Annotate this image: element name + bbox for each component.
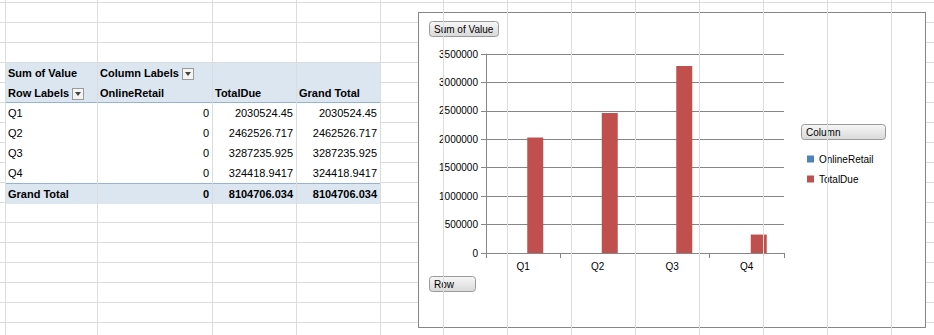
html-text:Grand Total: Grand Total [8, 188, 69, 200]
svg-text:Column: Column [806, 127, 840, 138]
html-text:3287235.925: 3287235.925 [228, 147, 293, 159]
html-text:3287235.925: 3287235.925 [312, 147, 377, 159]
svg-text:Q3: Q3 [666, 261, 680, 272]
html-text:324418.9417: 324418.9417 [228, 167, 293, 179]
html-text:2030524.45: 2030524.45 [234, 107, 293, 119]
html-text:Row Labels: Row Labels [8, 87, 70, 99]
html-text:2462526.717: 2462526.717 [228, 127, 293, 139]
html-text:TotalDue: TotalDue [215, 87, 262, 99]
html-text:324418.9417: 324418.9417 [312, 167, 377, 179]
svg-text:500000: 500000 [445, 219, 479, 230]
html-text:OnlineRetail: OnlineRetail [100, 87, 165, 99]
svg-text:Q1: Q1 [517, 261, 531, 272]
html-text:Q1: Q1 [8, 107, 23, 119]
svg-text:3000000: 3000000 [439, 77, 478, 88]
html-text:0: 0 [202, 167, 209, 179]
html-text:0: 0 [202, 127, 209, 139]
svg-text:TotalDue: TotalDue [819, 174, 859, 185]
svg-text:1500000: 1500000 [439, 162, 478, 173]
html-text:2462526.717: 2462526.717 [312, 127, 377, 139]
svg-text:Sum of Value: Sum of Value [434, 23, 494, 35]
html-text:Q4: Q4 [8, 167, 23, 179]
svg-text:3500000: 3500000 [439, 49, 478, 60]
html-text:Column Labels: Column Labels [100, 67, 179, 79]
svg-text:Q2: Q2 [591, 261, 605, 272]
svg-text:1000000: 1000000 [439, 191, 478, 202]
html-text:0: 0 [202, 188, 209, 200]
html-text:Q2: Q2 [8, 127, 23, 139]
html-text:8104706.034: 8104706.034 [312, 188, 377, 200]
html-text:0: 0 [202, 147, 209, 159]
svg-text:Row: Row [434, 279, 455, 290]
svg-text:OnlineRetail: OnlineRetail [819, 153, 874, 165]
html-text:Grand Total: Grand Total [299, 87, 360, 99]
svg-text:2500000: 2500000 [439, 105, 478, 116]
html-text:Sum of Value: Sum of Value [8, 67, 78, 79]
svg-text:2000000: 2000000 [439, 134, 478, 145]
svg-text:Q4: Q4 [740, 261, 754, 272]
svg-text:0: 0 [472, 248, 478, 259]
html-text:Q3: Q3 [8, 147, 23, 159]
html-text:2030524.45: 2030524.45 [318, 107, 377, 119]
html-text:8104706.034: 8104706.034 [228, 188, 293, 200]
html-text:0: 0 [202, 107, 209, 119]
